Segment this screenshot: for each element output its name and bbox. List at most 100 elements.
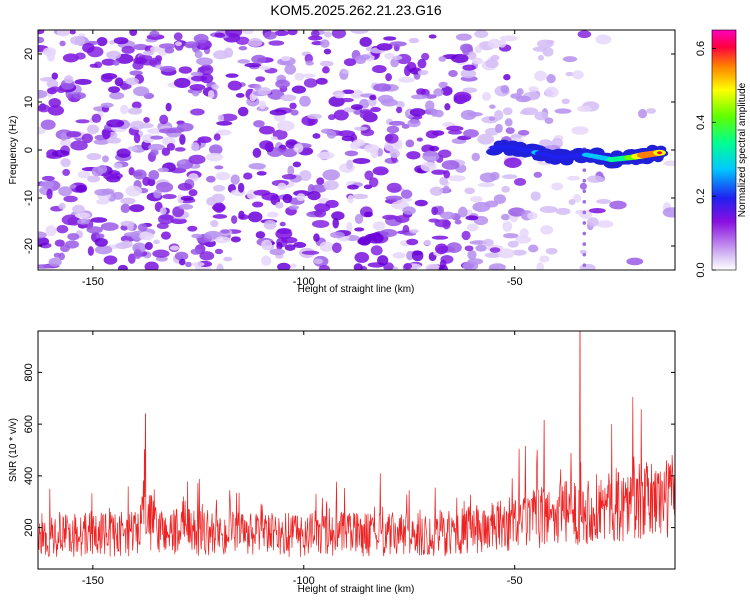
spectrogram-noise-blob [109, 91, 125, 100]
spectrogram-noise-blob [276, 120, 295, 132]
spectrogram-noise-blob [238, 45, 248, 51]
spectrogram-noise-blob [353, 263, 363, 270]
spectrogram-noise-blob [332, 217, 340, 229]
spectrogram-noise-blob [572, 70, 584, 80]
spectrogram-noise-blob [127, 223, 134, 231]
spectrogram-noise-blob [288, 205, 300, 210]
spectrogram-noise-blob [77, 170, 91, 179]
spectrogram-noise-blob [133, 86, 150, 97]
spectrogram-noise-blob [63, 75, 74, 84]
spectrogram-noise-blob [561, 98, 570, 105]
spectrogram-x-label: Height of straight line (km) [298, 284, 415, 295]
spectrogram-noise-blob [127, 107, 143, 115]
spectrogram-dot [582, 221, 587, 225]
spectrogram-noise-blob [292, 161, 302, 168]
spectrogram-noise-blob [352, 157, 371, 165]
spectrogram-noise-blob [502, 221, 513, 232]
spectrogram-noise-blob [257, 87, 272, 96]
spectrogram-noise-blob [267, 211, 279, 218]
spectrogram-noise-blob [638, 108, 648, 119]
spectrogram-noise-blob [554, 108, 572, 114]
spectrogram-noise-blob [316, 77, 328, 85]
spectrogram-noise-blob [372, 65, 387, 74]
spectrogram-noise-blob [539, 255, 550, 263]
spectrogram-noise-blob [149, 30, 160, 38]
spectrogram-noise-blob [162, 193, 177, 200]
spectrogram-noise-blob [223, 256, 233, 262]
spectrogram-noise-blob [139, 231, 150, 238]
spectrogram-noise-blob [96, 36, 108, 47]
spectrogram-noise-blob [87, 175, 101, 183]
spectrogram-noise-blob [38, 36, 45, 44]
spectrogram-noise-blob [174, 147, 186, 152]
spectrogram-noise-blob [518, 129, 530, 136]
spectrogram-noise-blob [370, 148, 379, 159]
spectrogram-noise-blob [311, 219, 330, 228]
spectrogram-noise-blob [142, 133, 155, 144]
spectrogram-noise-blob [120, 104, 129, 115]
spectrogram-noise-blob [359, 109, 373, 114]
spectrogram-noise-blob [38, 30, 45, 35]
spectrogram-noise-blob [311, 184, 327, 193]
spectrogram-noise-blob [39, 180, 54, 188]
spectrogram-noise-blob [270, 136, 278, 141]
spectrogram-noise-blob [290, 109, 299, 116]
spectrogram-noise-blob [213, 184, 226, 192]
spectrogram-noise-blob [323, 48, 332, 55]
spectrogram-noise-blob [192, 90, 200, 97]
spectrogram-noise-blob [211, 83, 219, 90]
spectrogram-noise-blob [528, 244, 539, 253]
spectrogram-noise-blob [49, 86, 61, 92]
spectrogram-noise-blob [230, 236, 241, 243]
spectrogram-noise-blob [424, 94, 437, 99]
snr-y-tick-label: 200 [23, 518, 35, 536]
spectrogram-noise-blob [256, 171, 267, 176]
spectrogram-noise-blob [503, 157, 522, 168]
spectrogram-noise-blob [216, 129, 232, 136]
spectrogram-noise-blob [143, 50, 155, 56]
spectrogram-noise-blob [269, 109, 287, 116]
spectrogram-noise-blob [596, 220, 614, 228]
spectrogram-noise-blob [158, 214, 174, 225]
spectrogram-noise-blob [377, 255, 389, 266]
spectrogram-noise-blob [94, 245, 113, 255]
spectrogram-noise-blob [269, 248, 286, 256]
spectrogram-noise-blob [215, 171, 231, 181]
spectrogram-noise-blob [193, 33, 209, 44]
spectrogram-noise-blob [379, 228, 398, 238]
spectrogram-noise-blob [248, 162, 266, 170]
spectrogram-noise-blob [180, 195, 194, 201]
spectrogram-noise-blob [443, 170, 451, 179]
spectrogram-noise-blob [161, 231, 171, 240]
spectrogram-noise-blob [191, 142, 200, 152]
colorbar-label: Normalized spectral amplitude [737, 82, 748, 217]
spectrogram-noise-blob [352, 139, 366, 147]
snr-frame [37, 330, 676, 570]
spectrogram-noise-blob [170, 217, 187, 225]
spectrogram-noise-blob [238, 214, 249, 220]
spectrogram-noise-blob [386, 125, 400, 134]
spectrogram-noise-blob [587, 175, 604, 183]
spectrogram-noise-blob [132, 169, 147, 180]
spectrogram-noise-blob [159, 114, 169, 125]
snr-series-line [38, 331, 675, 558]
spectrogram-noise-blob [347, 194, 354, 204]
spectrogram-noise-blob [367, 232, 384, 244]
spectrogram-noise-blob [536, 262, 545, 270]
spectrogram-noise-blob [299, 170, 312, 182]
spectrogram-noise-blob [540, 225, 554, 235]
spectrogram-dot [582, 231, 587, 236]
spectrogram-noise-blob [208, 144, 223, 155]
spectrogram-noise-blob [372, 221, 386, 231]
spectrogram-noise-blob [51, 149, 70, 158]
spectrogram-noise-blob [485, 59, 499, 69]
spectrogram-noise-blob [493, 110, 504, 121]
spectrogram-noise-blob [133, 248, 142, 260]
spectrogram-noise-blob [75, 119, 90, 124]
spectrogram-noise-blob [562, 56, 578, 63]
spectrogram-y-tick-label: 10 [23, 96, 35, 108]
spectrogram-noise-blob [287, 165, 295, 176]
spectrogram-noise-blob [143, 116, 150, 123]
spectrogram-noise-blob [479, 172, 497, 183]
